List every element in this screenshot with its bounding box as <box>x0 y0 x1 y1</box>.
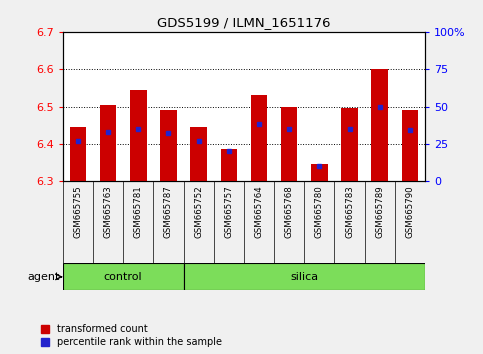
Bar <box>221 149 237 181</box>
Bar <box>190 127 207 181</box>
Bar <box>130 90 146 181</box>
Bar <box>281 107 298 181</box>
Text: GSM665752: GSM665752 <box>194 185 203 238</box>
Text: silica: silica <box>290 272 318 282</box>
Text: GSM665780: GSM665780 <box>315 185 324 238</box>
Text: agent: agent <box>28 272 60 282</box>
Text: control: control <box>104 272 142 282</box>
Text: GSM665781: GSM665781 <box>134 185 143 238</box>
Text: GSM665768: GSM665768 <box>284 185 294 238</box>
Title: GDS5199 / ILMN_1651176: GDS5199 / ILMN_1651176 <box>157 16 331 29</box>
Text: GSM665764: GSM665764 <box>255 185 264 238</box>
Bar <box>70 127 86 181</box>
Text: GSM665783: GSM665783 <box>345 185 354 238</box>
Bar <box>371 69 388 181</box>
Text: GSM665787: GSM665787 <box>164 185 173 238</box>
Bar <box>100 105 116 181</box>
Text: GSM665790: GSM665790 <box>405 185 414 238</box>
Bar <box>184 263 425 290</box>
Text: GSM665789: GSM665789 <box>375 185 384 238</box>
Bar <box>402 110 418 181</box>
Text: GSM665757: GSM665757 <box>224 185 233 238</box>
Bar <box>341 108 358 181</box>
Legend: transformed count, percentile rank within the sample: transformed count, percentile rank withi… <box>39 322 224 349</box>
Text: GSM665763: GSM665763 <box>103 185 113 238</box>
Bar <box>63 263 184 290</box>
Bar <box>251 95 267 181</box>
Text: GSM665755: GSM665755 <box>73 185 83 238</box>
Bar <box>160 110 177 181</box>
Bar <box>311 164 327 181</box>
